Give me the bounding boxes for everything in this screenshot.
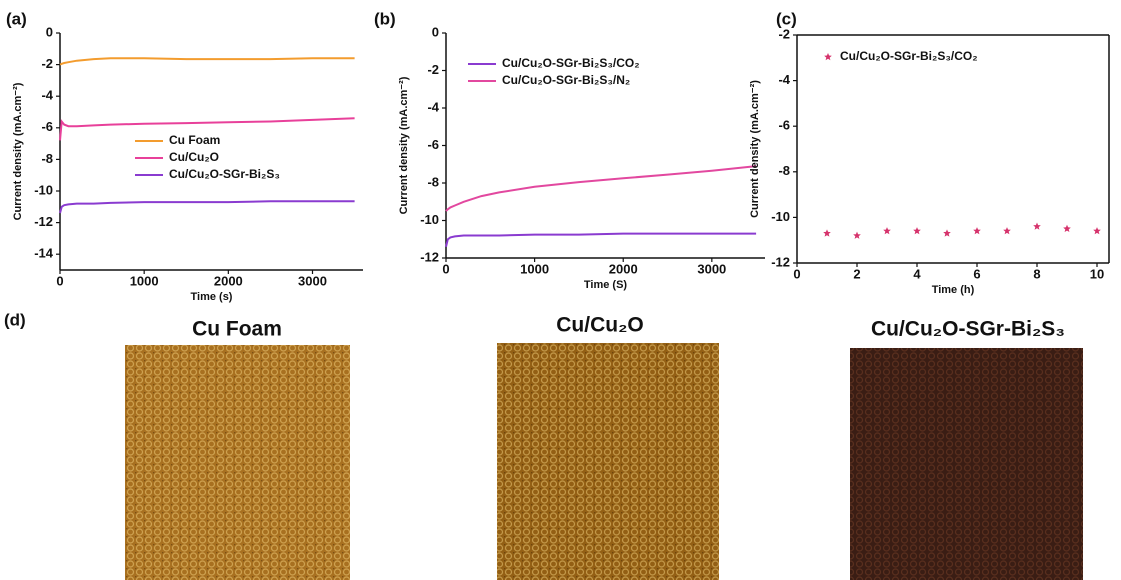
legend-label: Cu Foam <box>169 133 220 147</box>
y-tick-label: -8 <box>778 163 790 178</box>
y-tick-label: -10 <box>771 209 790 224</box>
x-tick-label: 2 <box>853 266 860 281</box>
photo-title: Cu/Cu₂O-SGr-Bi₂S₃ <box>871 318 1065 341</box>
x-axis-label: Time (S) <box>584 279 628 291</box>
point <box>943 229 951 236</box>
x-tick-label: 3000 <box>298 273 327 288</box>
legend-label: Cu/Cu₂O-SGr-Bi₂S₃ <box>169 167 280 181</box>
line <box>60 201 355 213</box>
x-tick-label: 6 <box>973 266 980 281</box>
y-tick-label: -2 <box>778 26 790 41</box>
y-tick-label: -8 <box>41 151 53 166</box>
point <box>1093 227 1101 234</box>
panel-label: (b) <box>374 9 396 28</box>
y-tick-label: -8 <box>427 174 439 189</box>
photo-title: Cu Foam <box>192 318 282 341</box>
y-tick-label: -6 <box>41 119 53 134</box>
y-tick-label: -12 <box>771 254 790 269</box>
x-tick-label: 1000 <box>520 261 549 276</box>
x-axis-label: Time (h) <box>932 284 975 296</box>
y-tick-label: -10 <box>34 182 53 197</box>
y-tick-label: -12 <box>34 214 53 229</box>
x-tick-label: 0 <box>793 266 800 281</box>
x-tick-label: 2000 <box>609 261 638 276</box>
point <box>1003 227 1011 234</box>
x-tick-label: 0 <box>56 273 63 288</box>
photo <box>497 343 719 580</box>
y-tick-label: -4 <box>427 99 439 114</box>
panel-label: (a) <box>6 9 27 28</box>
y-axis-label: Current density (mA.cm⁻²) <box>749 80 761 218</box>
legend-label: Cu/Cu₂O-SGr-Bi₂S₃/CO₂ <box>840 49 978 63</box>
y-axis-label: Current density (mA.cm⁻²) <box>398 76 410 214</box>
photo <box>125 345 350 580</box>
x-tick-label: 2000 <box>214 273 243 288</box>
x-tick-label: 8 <box>1033 266 1040 281</box>
y-tick-label: -6 <box>427 137 439 152</box>
legend-swatch <box>824 53 832 60</box>
y-tick-label: -2 <box>427 62 439 77</box>
point <box>823 229 831 236</box>
point <box>853 232 861 239</box>
point <box>883 227 891 234</box>
line <box>446 166 756 211</box>
y-tick-label: -6 <box>778 118 790 133</box>
y-axis-label: Current density (mA.cm⁻²) <box>12 82 24 220</box>
point <box>973 227 981 234</box>
x-tick-label: 1000 <box>130 273 159 288</box>
legend-label: Cu/Cu₂O-SGr-Bi₂S₃/N₂ <box>502 73 630 87</box>
figure: (d) Cu Foam Cu/Cu₂O Cu/Cu₂O-SGr-Bi₂S₃ (a… <box>0 0 1121 580</box>
line <box>60 58 355 64</box>
y-tick-label: 0 <box>432 24 439 39</box>
line <box>446 234 756 247</box>
x-tick-label: 3000 <box>697 261 726 276</box>
y-tick-label: -14 <box>34 246 54 261</box>
point <box>1033 223 1041 230</box>
legend-label: Cu/Cu₂O-SGr-Bi₂S₃/CO₂ <box>502 56 640 70</box>
photo-title: Cu/Cu₂O <box>556 314 644 337</box>
photo <box>850 348 1083 580</box>
x-tick-label: 4 <box>913 266 921 281</box>
y-tick-label: -4 <box>41 88 53 103</box>
x-axis-label: Time (s) <box>191 291 233 303</box>
y-tick-label: -10 <box>420 212 439 227</box>
point <box>913 227 921 234</box>
legend-label: Cu/Cu₂O <box>169 150 219 164</box>
x-tick-label: 10 <box>1090 266 1104 281</box>
y-tick-label: -4 <box>778 72 790 87</box>
y-tick-label: -12 <box>420 249 439 264</box>
panel-label: (d) <box>4 310 26 329</box>
point <box>1063 225 1071 232</box>
y-tick-label: 0 <box>46 24 53 39</box>
x-tick-label: 0 <box>442 261 449 276</box>
y-tick-label: -2 <box>41 56 53 71</box>
